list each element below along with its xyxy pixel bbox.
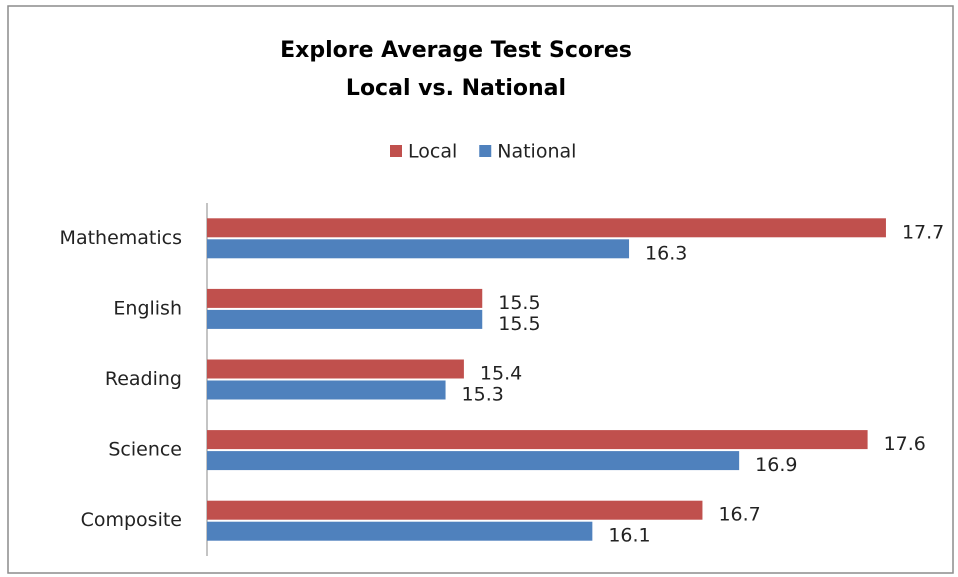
bar	[207, 309, 483, 329]
chart-subtitle: Local vs. National	[346, 76, 566, 101]
y-tick-label: Mathematics	[60, 227, 182, 249]
value-label: 15.5	[498, 313, 540, 335]
value-label: 16.7	[718, 504, 760, 526]
y-tick-label: Composite	[81, 509, 182, 531]
bar	[207, 380, 446, 400]
value-label: 16.9	[755, 454, 797, 476]
bar	[207, 430, 868, 450]
bar	[207, 359, 464, 379]
legend-swatch	[479, 145, 492, 157]
value-label: 17.6	[884, 433, 926, 455]
y-tick-label: Reading	[105, 368, 182, 390]
y-tick-label: English	[113, 297, 182, 319]
value-label: 15.4	[480, 363, 522, 385]
legend-label: National	[497, 141, 576, 163]
bar	[207, 288, 483, 308]
chart-title: Explore Average Test Scores	[280, 38, 632, 63]
legend-swatch	[390, 145, 402, 157]
value-label: 16.3	[645, 242, 687, 264]
value-label: 16.1	[608, 525, 650, 547]
bar	[207, 218, 886, 238]
value-label: 17.7	[902, 221, 944, 243]
value-label: 15.3	[462, 384, 504, 406]
bar	[207, 451, 740, 471]
bar	[207, 500, 703, 520]
legend-label: Local	[408, 141, 457, 163]
value-label: 15.5	[498, 292, 540, 314]
bar	[207, 239, 630, 259]
y-tick-label: Science	[108, 439, 182, 461]
bar	[207, 521, 593, 541]
